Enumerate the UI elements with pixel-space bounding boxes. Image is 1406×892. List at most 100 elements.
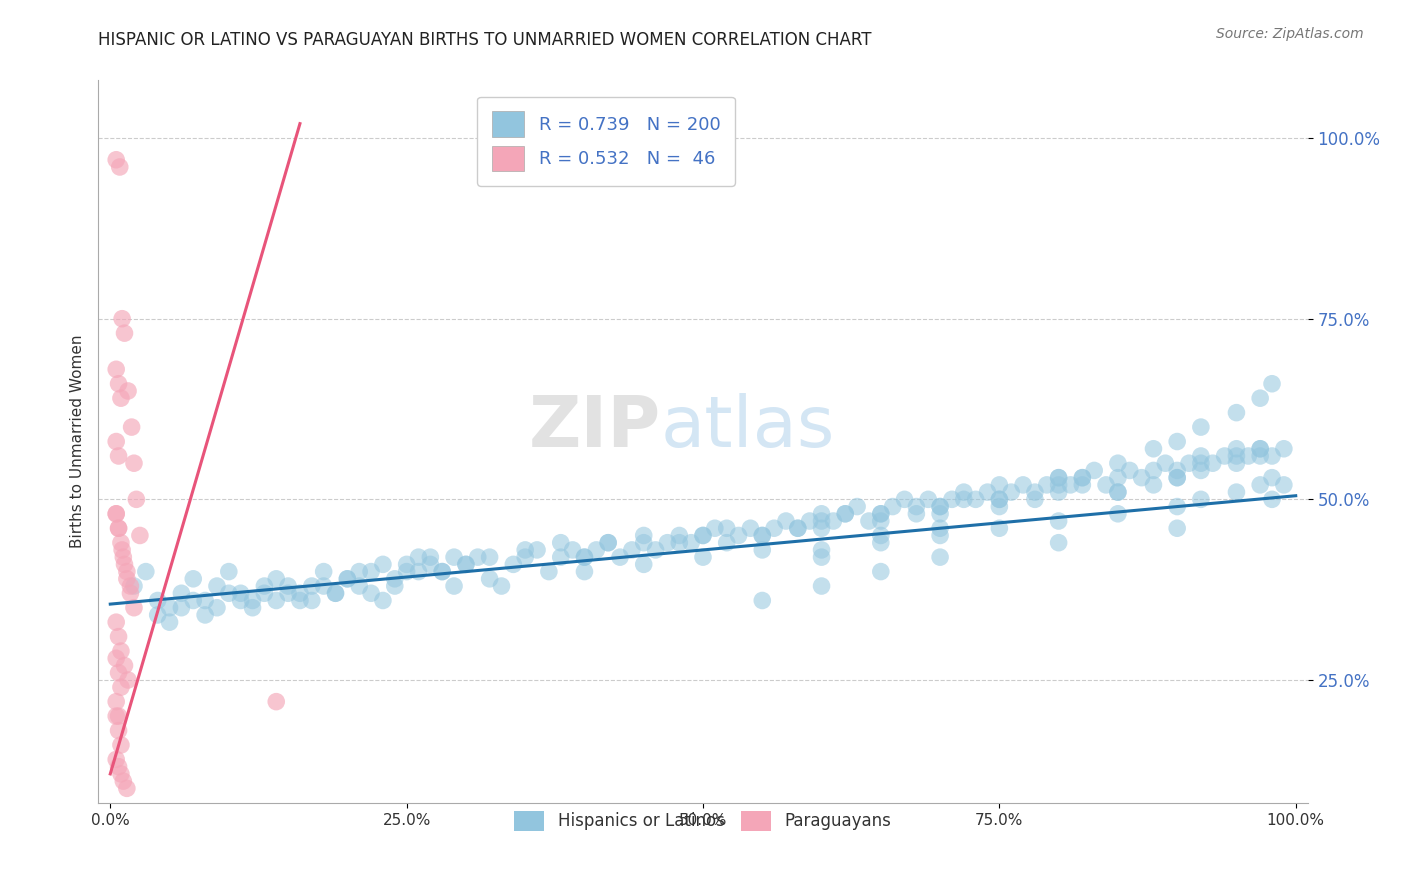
Point xyxy=(110,535,132,549)
Point xyxy=(1225,406,1247,420)
Point xyxy=(125,492,148,507)
Point xyxy=(1000,485,1022,500)
Point xyxy=(550,535,572,549)
Point xyxy=(253,586,276,600)
Point xyxy=(384,572,406,586)
Point xyxy=(929,550,952,565)
Point xyxy=(1249,442,1271,456)
Point xyxy=(395,558,418,572)
Point xyxy=(988,500,1011,514)
Point xyxy=(105,153,128,167)
Point xyxy=(1107,485,1129,500)
Point xyxy=(751,528,773,542)
Point xyxy=(384,579,406,593)
Text: atlas: atlas xyxy=(661,392,835,461)
Point xyxy=(242,593,264,607)
Point xyxy=(1178,456,1201,470)
Point xyxy=(159,615,181,630)
Text: Source: ZipAtlas.com: Source: ZipAtlas.com xyxy=(1216,27,1364,41)
Point xyxy=(120,586,142,600)
Point xyxy=(115,572,138,586)
Point xyxy=(419,558,441,572)
Point xyxy=(1249,391,1271,405)
Point xyxy=(1189,492,1212,507)
Point xyxy=(107,723,129,738)
Point xyxy=(112,774,135,789)
Point xyxy=(146,593,169,607)
Point xyxy=(117,673,139,687)
Point xyxy=(751,528,773,542)
Point xyxy=(893,492,915,507)
Point xyxy=(264,593,287,607)
Point xyxy=(657,535,679,549)
Point xyxy=(218,565,240,579)
Point xyxy=(408,565,430,579)
Point xyxy=(395,565,418,579)
Point xyxy=(312,579,335,593)
Point xyxy=(834,507,856,521)
Point xyxy=(478,550,501,565)
Point xyxy=(869,514,891,528)
Point xyxy=(561,542,583,557)
Point xyxy=(170,586,193,600)
Point xyxy=(229,586,252,600)
Point xyxy=(1142,478,1164,492)
Point xyxy=(408,550,430,565)
Point xyxy=(1237,449,1260,463)
Point xyxy=(1071,470,1094,484)
Point xyxy=(1261,470,1284,484)
Point xyxy=(1107,507,1129,521)
Point xyxy=(110,644,132,658)
Point xyxy=(537,565,560,579)
Point xyxy=(810,507,832,521)
Point xyxy=(129,528,152,542)
Point xyxy=(905,507,928,521)
Point xyxy=(110,391,132,405)
Point xyxy=(1249,478,1271,492)
Point xyxy=(1189,420,1212,434)
Point xyxy=(751,542,773,557)
Point xyxy=(1166,470,1188,484)
Point xyxy=(633,558,655,572)
Point xyxy=(988,521,1011,535)
Y-axis label: Births to Unmarried Women: Births to Unmarried Women xyxy=(69,334,84,549)
Point xyxy=(432,565,454,579)
Point xyxy=(115,565,138,579)
Point xyxy=(609,550,631,565)
Point xyxy=(1071,478,1094,492)
Point xyxy=(644,542,666,557)
Point xyxy=(105,695,128,709)
Point xyxy=(277,579,299,593)
Point xyxy=(122,579,145,593)
Point xyxy=(869,507,891,521)
Point xyxy=(929,500,952,514)
Point xyxy=(105,752,128,766)
Point xyxy=(1261,449,1284,463)
Point xyxy=(988,492,1011,507)
Point xyxy=(786,521,808,535)
Point xyxy=(823,514,845,528)
Point xyxy=(810,521,832,535)
Point xyxy=(108,160,131,174)
Point xyxy=(325,586,347,600)
Point xyxy=(443,550,465,565)
Point xyxy=(1107,485,1129,500)
Point xyxy=(799,514,821,528)
Point xyxy=(301,593,323,607)
Point xyxy=(105,615,128,630)
Point xyxy=(218,586,240,600)
Point xyxy=(988,478,1011,492)
Point xyxy=(869,535,891,549)
Point xyxy=(692,528,714,542)
Point xyxy=(681,535,703,549)
Point xyxy=(107,376,129,391)
Point xyxy=(110,738,132,752)
Point xyxy=(105,434,128,449)
Point xyxy=(1047,470,1070,484)
Point xyxy=(1225,442,1247,456)
Text: HISPANIC OR LATINO VS PARAGUAYAN BIRTHS TO UNMARRIED WOMEN CORRELATION CHART: HISPANIC OR LATINO VS PARAGUAYAN BIRTHS … xyxy=(98,31,872,49)
Point xyxy=(810,550,832,565)
Point xyxy=(105,362,128,376)
Point xyxy=(114,558,136,572)
Point xyxy=(1047,514,1070,528)
